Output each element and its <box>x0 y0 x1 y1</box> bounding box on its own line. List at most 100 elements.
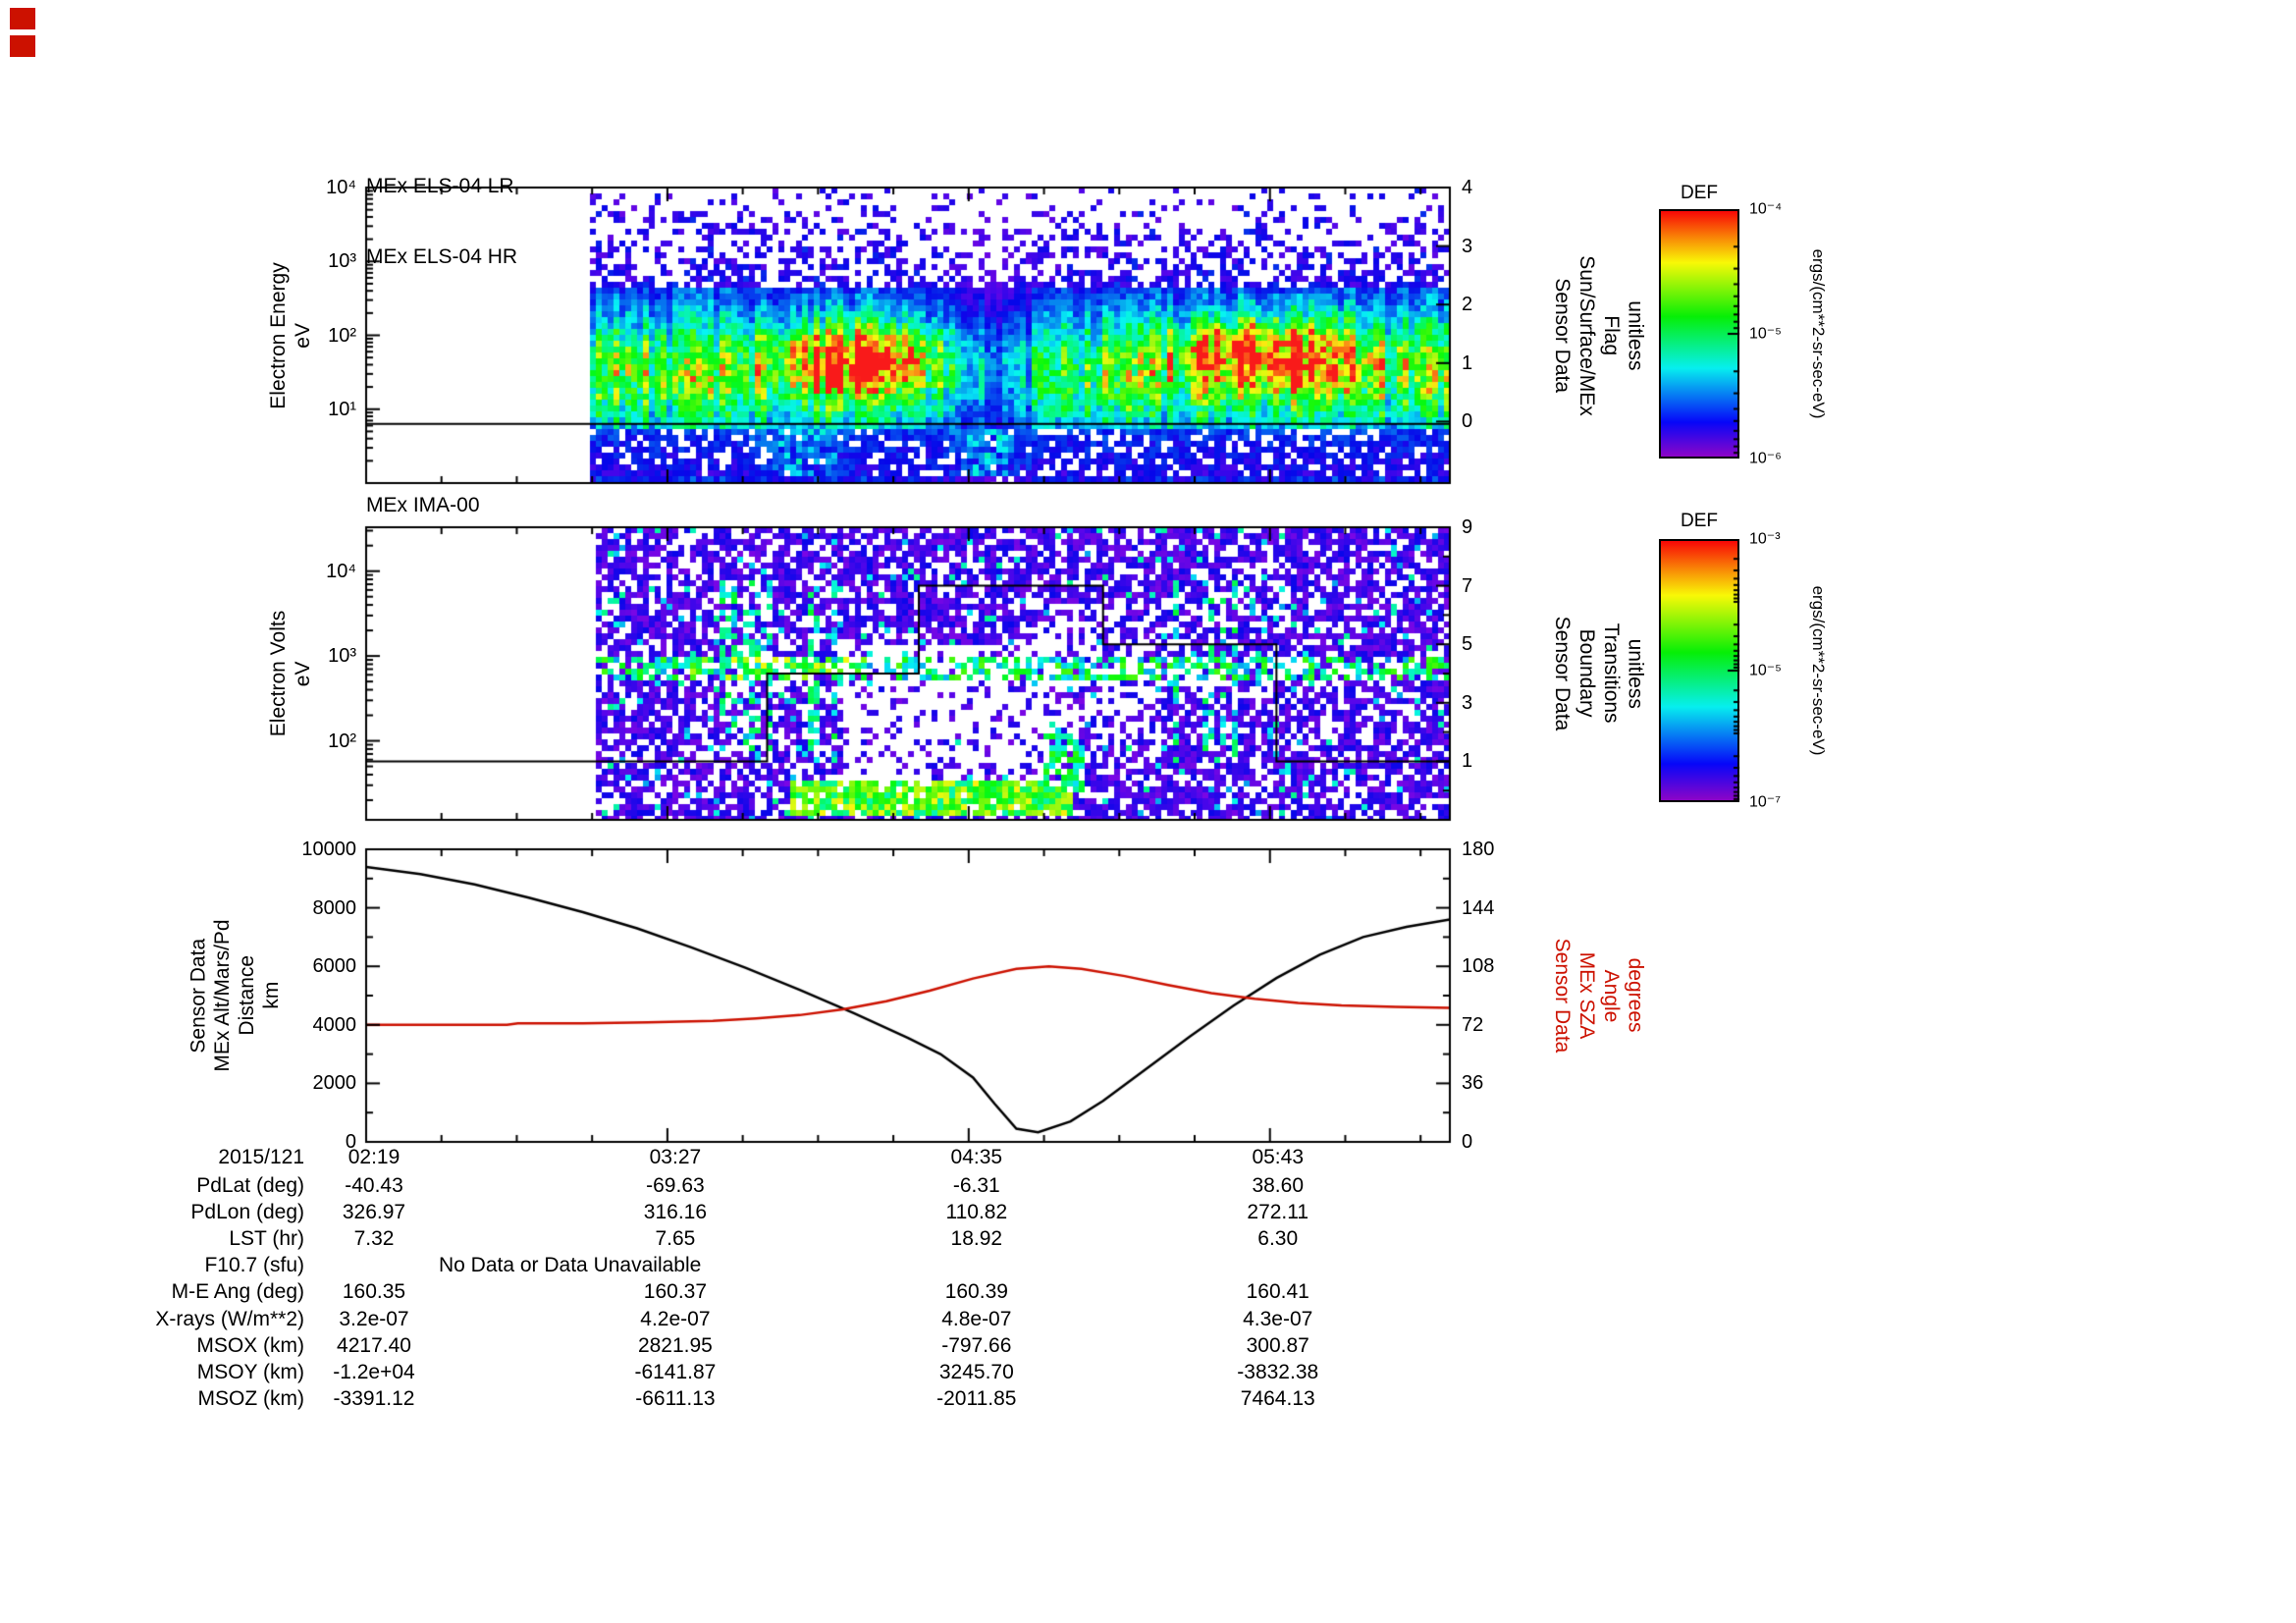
ima-ylabel-line: Electron Volts <box>267 610 291 737</box>
boundary-right-label: Sensor Data Boundary Transitions unitless <box>1549 617 1646 731</box>
colorbar1-unit-label: ergs/(cm**2-sr-sec-eV) <box>1808 249 1828 419</box>
alt-ytick-label: 10000 <box>301 839 356 860</box>
table-value: 160.37 <box>643 1280 708 1304</box>
boundary-rtick-label: 5 <box>1462 633 1473 656</box>
table-value: 2821.95 <box>637 1333 713 1357</box>
alt-ytick-label: 6000 <box>312 955 357 978</box>
table-value: 160.41 <box>1246 1280 1309 1304</box>
boundary-rtick-label: 1 <box>1462 750 1473 773</box>
colorbar-tick-label: 10⁻⁷ <box>1749 793 1782 811</box>
table-value: 272.11 <box>1247 1201 1309 1224</box>
table-row-label: X-rays (W/m**2) <box>155 1307 304 1330</box>
boundary-right-label-line: Boundary <box>1575 629 1598 718</box>
sza-rtick-label: 0 <box>1462 1131 1473 1153</box>
table-value: 160.35 <box>342 1280 406 1304</box>
boundary-right-label-line: Sensor Data <box>1551 616 1575 731</box>
flag-right-label: Sensor Data Sun/Surface/MEx Flag unitless <box>1549 255 1646 415</box>
table-row-label: PdLat (deg) <box>196 1174 304 1197</box>
table-value: 7464.13 <box>1240 1386 1315 1410</box>
flag-right-label-line: unitless <box>1624 299 1647 371</box>
boundary-right-label-line: Transitions <box>1599 623 1623 724</box>
ima-ytick-label: 10² <box>328 730 356 752</box>
sza-rtick-label: 108 <box>1462 955 1495 978</box>
table-value: 3.2e-07 <box>339 1307 409 1330</box>
colorbar1-unit-label-line: ergs/(cm**2-sr-sec-eV) <box>1809 248 1829 419</box>
colorbar2-title: DEF <box>1681 511 1718 531</box>
table-value: 3245.70 <box>938 1360 1014 1383</box>
els-title-hr: MEx ELS-04 HR <box>366 245 518 268</box>
table-row-label: F10.7 (sfu) <box>204 1254 304 1277</box>
ima-ylabel-line: eV <box>292 661 314 686</box>
distance-ylabel: Sensor Data MEx Alt/Mars/Pd Distance km <box>187 919 284 1071</box>
table-value: 7.65 <box>655 1227 696 1251</box>
table-value: -40.43 <box>345 1174 403 1197</box>
colorbar-tick-label: 10⁻⁵ <box>1749 325 1782 343</box>
sza-right-label: Sensor Data MEx SZA Angle degrees <box>1549 939 1646 1054</box>
distance-ylabel-line: Distance <box>236 955 258 1036</box>
sza-right-label-line: Sensor Data <box>1551 938 1575 1054</box>
colorbar-tick-label: 10⁻⁶ <box>1749 450 1782 467</box>
table-value: 38.60 <box>1252 1174 1305 1197</box>
boundary-rtick-label: 7 <box>1462 574 1473 597</box>
els-ytick-label: 10² <box>328 324 356 347</box>
table-value: 4.2e-07 <box>640 1307 711 1330</box>
table-value: 160.39 <box>944 1280 1008 1304</box>
flag-right-label-line: Sun/Surface/MEx <box>1575 254 1598 416</box>
table-value: 110.82 <box>945 1201 1008 1224</box>
boundary-rtick-label: 3 <box>1462 691 1473 714</box>
colorbar-tick-label: 10⁻³ <box>1749 530 1781 548</box>
table-row-label: PdLon (deg) <box>190 1201 304 1224</box>
table-value: -1.2e+04 <box>333 1360 415 1383</box>
flag-right-label-line: Flag <box>1599 315 1623 355</box>
sza-right-label-line: MEx SZA <box>1575 951 1598 1040</box>
els-ylabel-line: eV <box>292 322 314 349</box>
table-row-label: MSOY (km) <box>196 1360 304 1383</box>
els-ytick-label: 10¹ <box>328 398 356 420</box>
ima-ytick-label: 10³ <box>328 645 356 668</box>
sza-rtick-label: 72 <box>1462 1013 1484 1036</box>
table-row-label: LST (hr) <box>229 1227 304 1251</box>
els-ytick-label: 10⁴ <box>326 177 356 198</box>
table-value: -3391.12 <box>333 1386 415 1410</box>
alt-ytick-label: 4000 <box>312 1013 357 1036</box>
flag-rtick-label: 3 <box>1462 235 1473 257</box>
table-value: 18.92 <box>950 1227 1003 1251</box>
table-row-label: MSOZ (km) <box>197 1386 304 1410</box>
sza-right-label-line: Angle <box>1599 969 1623 1022</box>
time-tick-label: 04:35 <box>950 1146 1003 1168</box>
colorbar2-unit-label-line: ergs/(cm**2-sr-sec-eV) <box>1809 585 1829 756</box>
alt-ytick-label: 0 <box>345 1131 356 1153</box>
time-tick-label: 05:43 <box>1252 1146 1305 1168</box>
boundary-right-label-line: unitless <box>1624 638 1647 709</box>
distance-ylabel-line: km <box>259 982 283 1010</box>
table-value: -6.31 <box>952 1174 1000 1197</box>
alt-ytick-label: 2000 <box>312 1072 357 1095</box>
colorbar-tick-label: 10⁻⁴ <box>1749 200 1783 218</box>
flag-rtick-label: 0 <box>1462 410 1473 433</box>
els-ylabel-line: Electron Energy <box>267 261 291 409</box>
table-value: 300.87 <box>1246 1333 1309 1357</box>
flag-rtick-label: 1 <box>1462 352 1473 374</box>
els-panel-titles: MEx ELS-04 LR MEx ELS-04 HR <box>366 128 517 316</box>
table-value: 4.3e-07 <box>1243 1307 1313 1330</box>
table-value: -3832.38 <box>1237 1360 1319 1383</box>
alt-ytick-label: 8000 <box>312 896 357 919</box>
table-value: -2011.85 <box>936 1386 1017 1410</box>
table-value: 6.30 <box>1257 1227 1299 1251</box>
table-value: 4217.40 <box>337 1333 411 1357</box>
sza-rtick-label: 36 <box>1462 1072 1484 1095</box>
sza-rtick-label: 144 <box>1462 896 1495 919</box>
colorbar1-title: DEF <box>1681 183 1718 203</box>
flag-rtick-label: 4 <box>1462 177 1473 198</box>
flag-rtick-label: 2 <box>1462 294 1473 316</box>
flag-right-label-line: Sensor Data <box>1551 278 1575 393</box>
distance-ylabel-line: MEx Alt/Mars/Pd <box>211 919 235 1072</box>
table-row-label: MSOX (km) <box>196 1333 304 1357</box>
ima-ytick-label: 10⁴ <box>326 560 356 582</box>
boundary-rtick-label: 9 <box>1462 516 1473 538</box>
table-value: 316.16 <box>643 1201 708 1224</box>
sza-rtick-label: 180 <box>1462 839 1495 860</box>
els-ylabel: Electron Energy eV <box>267 262 316 408</box>
